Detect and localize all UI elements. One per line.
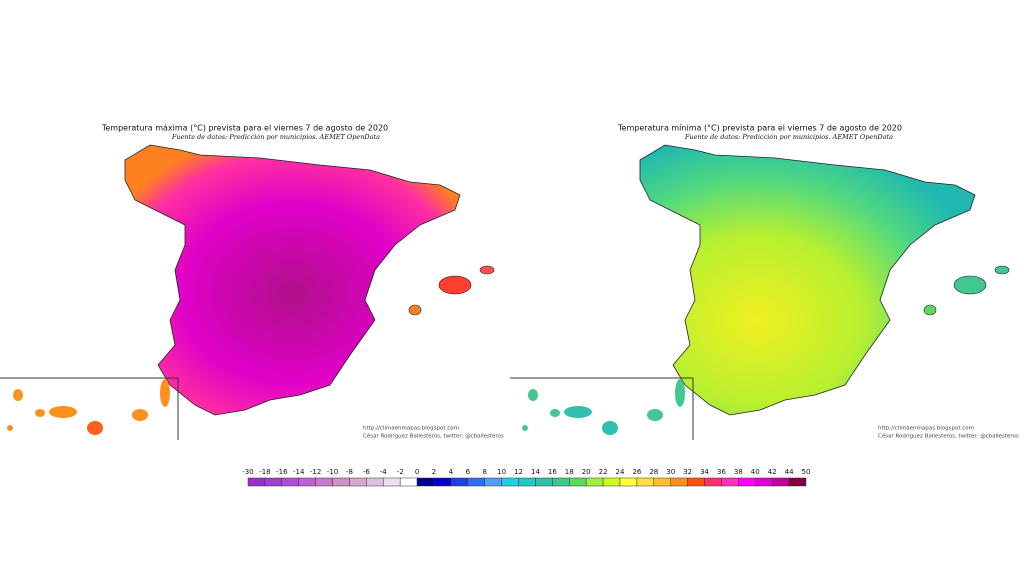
colorbar-tick-label: 2 [432,468,436,476]
credit-author: César Rodríguez Ballesteros, twitter: @c… [363,433,504,440]
colorbar-tick-label: 50 [802,468,811,476]
colorbar-tick-label: 18 [565,468,574,476]
colorbar-swatch [247,477,266,487]
colorbar-tick-label: 10 [497,468,506,476]
map-subtitle: Fuente de datos: Predicción por municipi… [684,133,893,141]
colorbar-tick-label: 26 [632,468,641,476]
colorbar-swatch [366,477,384,487]
colorbar-swatch [332,477,350,487]
colorbar-tick-label: -8 [346,468,353,476]
colorbar-swatch [602,477,621,487]
colorbar-tick-label: -12 [310,468,321,476]
colorbar-tick-label: -10 [327,468,338,476]
map-title: Temperatura máxima (°C) prevista para el… [101,124,388,133]
colorbar-tick-label: 12 [514,468,523,476]
colorbar-swatch [383,477,401,487]
colorbar-tick-label: 44 [785,468,794,476]
colorbar-tick-label: 42 [768,468,777,476]
colorbar-tick-label: 32 [683,468,692,476]
colorbar-swatch [281,477,299,487]
colorbar-tick-label: 0 [415,468,419,476]
colorbar-swatch [518,477,536,487]
colorbar-swatch [298,477,316,487]
colorbar-swatch [501,477,519,487]
colorbar-swatch [704,477,722,487]
colorbar-swatch [484,477,502,487]
colorbar-tick-label: 24 [616,468,625,476]
colorbar-tick-label: 36 [717,468,726,476]
colorbar-swatch [721,477,739,487]
colorbar-tick-label: 14 [531,468,540,476]
colorbar-tick-label: 4 [449,468,454,476]
colorbar-swatch [771,477,790,487]
colorbar-swatch [569,477,587,487]
colorbar-swatch [755,477,773,487]
credit-url: http://climaenmapas.blogspot.com [363,426,459,432]
colorbar-tick-label: 28 [649,468,658,476]
colorbar-swatch [416,477,435,487]
colorbar-swatch [349,477,367,487]
colorbar-swatch [450,477,469,487]
colorbar-tick-label: -18 [259,468,270,476]
colorbar-swatch [687,477,705,487]
colorbar-swatch [467,477,485,487]
credit-url: http://climaenmapas.blogspot.com [878,426,974,432]
colorbar-swatch [653,477,671,487]
colorbar-swatch [738,477,756,487]
colorbar-swatch [433,477,452,487]
map-min: Temperatura mínima (°C) prevista para el… [510,124,1019,440]
colorbar-tick-label: -30 [242,468,253,476]
colorbar-tick-label: 22 [599,468,608,476]
colorbar-swatch [552,477,570,487]
credit-author: César Rodríguez Ballesteros, twitter: @c… [878,433,1019,440]
colorbar-tick-label: -4 [380,468,388,476]
colorbar-swatch [585,477,604,487]
colorbar-tick-label: 6 [466,468,471,476]
colorbar-swatch [636,477,655,487]
colorbar-tick-label: -6 [363,468,371,476]
map-title: Temperatura mínima (°C) prevista para el… [617,124,902,133]
colorbar-swatch [264,477,283,487]
colorbar-tick-label: 34 [700,468,709,476]
colorbar-tick-label: 40 [751,468,760,476]
colorbar: -30 -18 -16 -14 -12 -10 -8 -6 -4 -2 0 2 4 6 8 10 12 14 16 1… [242,468,811,487]
colorbar-swatch [619,477,638,487]
colorbar-swatch [315,477,333,487]
colorbar-tick-label: 8 [482,468,486,476]
colorbar-swatch [399,477,418,487]
colorbar-tick-label: -2 [397,468,404,476]
colorbar-swatch [788,477,807,487]
colorbar-tick-label: -16 [276,468,288,476]
colorbar-swatch [535,477,553,487]
map-subtitle: Fuente de datos: Predicción por municipi… [171,133,380,141]
colorbar-tick-label: 38 [734,468,743,476]
colorbar-tick-label: 20 [582,468,591,476]
colorbar-tick-label: 30 [666,468,675,476]
colorbar-tick-label: 16 [548,468,557,476]
colorbar-swatch [670,477,688,487]
colorbar-tick-label: -14 [293,468,305,476]
map-max: Temperatura máxima (°C) prevista para el… [0,124,504,440]
